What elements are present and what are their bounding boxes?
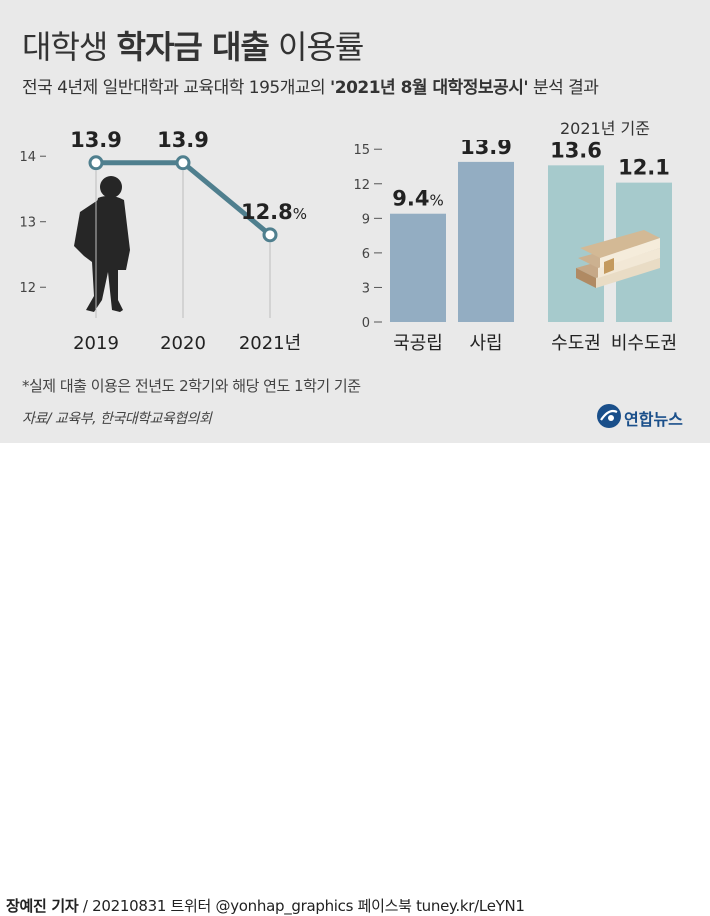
subtitle-part: 분석 결과 (528, 78, 599, 98)
line-value-label: 13.9 (157, 128, 209, 152)
bar-chart: 15 12 9 6 3 0 9.4% 13.9 13.6 12.1 국공립 사립 수도권 비수도권 (353, 140, 677, 354)
subtitle-emphasis: '2021년 8월 대학정보공시' (330, 78, 529, 98)
title-emphasis: 학자금 대출 (116, 28, 270, 66)
bar-ytick-label: 0 (362, 316, 370, 331)
bar-x-label: 국공립 (393, 333, 443, 354)
yonhap-globe-icon (597, 404, 621, 428)
bar-series (390, 161, 672, 322)
basis-note: 2021년 기준 (560, 119, 650, 138)
bar-y-axis: 15 12 9 6 3 0 (353, 143, 382, 331)
bar-ytick-label: 3 (362, 281, 370, 296)
line-x-label: 2021년 (239, 333, 301, 354)
line-x-labels: 2019 2020 2021년 (73, 333, 301, 354)
bar-x-labels: 국공립 사립 수도권 비수도권 (393, 333, 677, 354)
bar-value-label: 12.1 (618, 156, 670, 180)
yonhap-logo: 연합뉴스 (596, 402, 706, 430)
unit-suffix: % (429, 192, 443, 210)
line-point (175, 155, 191, 171)
bar (548, 165, 604, 322)
title-part: 이용률 (268, 28, 364, 66)
reporter-name: 장예진 기자 (6, 897, 79, 915)
bar-x-label: 사립 (469, 333, 502, 354)
bar-ytick-label: 15 (353, 143, 370, 158)
credit-line: 장예진 기자 / 20210831 트위터 @yonhap_graphics 페… (6, 895, 525, 916)
bar-value-labels: 9.4% 13.9 13.6 12.1 (392, 140, 670, 211)
subtitle-part: 전국 4년제 일반대학과 교육대학 195개교의 (22, 78, 331, 98)
infographic-card: 대학생 학자금 대출 이용률 전국 4년제 일반대학과 교육대학 195개교의 … (0, 0, 710, 443)
credit-details: / 20210831 트위터 @yonhap_graphics 페이스북 tun… (78, 897, 525, 915)
bar-x-label: 수도권 (551, 333, 601, 354)
line-ytick-label: 12 (19, 281, 36, 296)
bar-ytick-label: 12 (353, 178, 370, 193)
unit-suffix: % (293, 205, 307, 223)
line-chart: 14 13 12 13.9 13.9 12.8% 2019 2020 2021년 (19, 128, 307, 354)
bar (390, 213, 446, 322)
line-x-label: 2019 (73, 333, 119, 354)
subtitle: 전국 4년제 일반대학과 교육대학 195개교의 '2021년 8월 대학정보공… (22, 73, 599, 98)
line-value-labels: 13.9 13.9 12.8% (70, 128, 307, 224)
line-value-label: 12.8% (241, 200, 307, 224)
footer: 장예진 기자 / 20210831 트위터 @yonhap_graphics 페… (0, 443, 710, 915)
line-ytick-label: 13 (19, 216, 36, 231)
title-part: 대학생 (22, 28, 117, 66)
line-point (88, 155, 104, 171)
student-silhouette-icon (74, 176, 130, 312)
line-series (88, 155, 278, 318)
bar-value-label: 9.4% (392, 187, 443, 211)
line-y-axis: 14 13 12 (19, 150, 46, 296)
bar-value-label: 13.6 (550, 140, 602, 162)
bar-value-label: 13.9 (460, 140, 512, 159)
line-ytick-label: 14 (19, 150, 36, 165)
page-title: 대학생 학자금 대출 이용률 (22, 22, 364, 68)
bar-x-label: 비수도권 (611, 333, 677, 354)
logo-text: 연합뉴스 (624, 410, 683, 429)
money-stack-icon (576, 230, 660, 288)
line-point (262, 227, 278, 243)
bar-ytick-label: 9 (362, 212, 370, 227)
footnote: *실제 대출 이용은 전년도 2학기와 해당 연도 1학기 기준 (22, 377, 361, 395)
line-x-label: 2020 (160, 333, 206, 354)
source-note: 자료/ 교육부, 한국대학교육협의회 (22, 411, 212, 427)
bar-ytick-label: 6 (362, 247, 370, 262)
bar (458, 161, 514, 322)
line-value-label: 13.9 (70, 128, 122, 152)
